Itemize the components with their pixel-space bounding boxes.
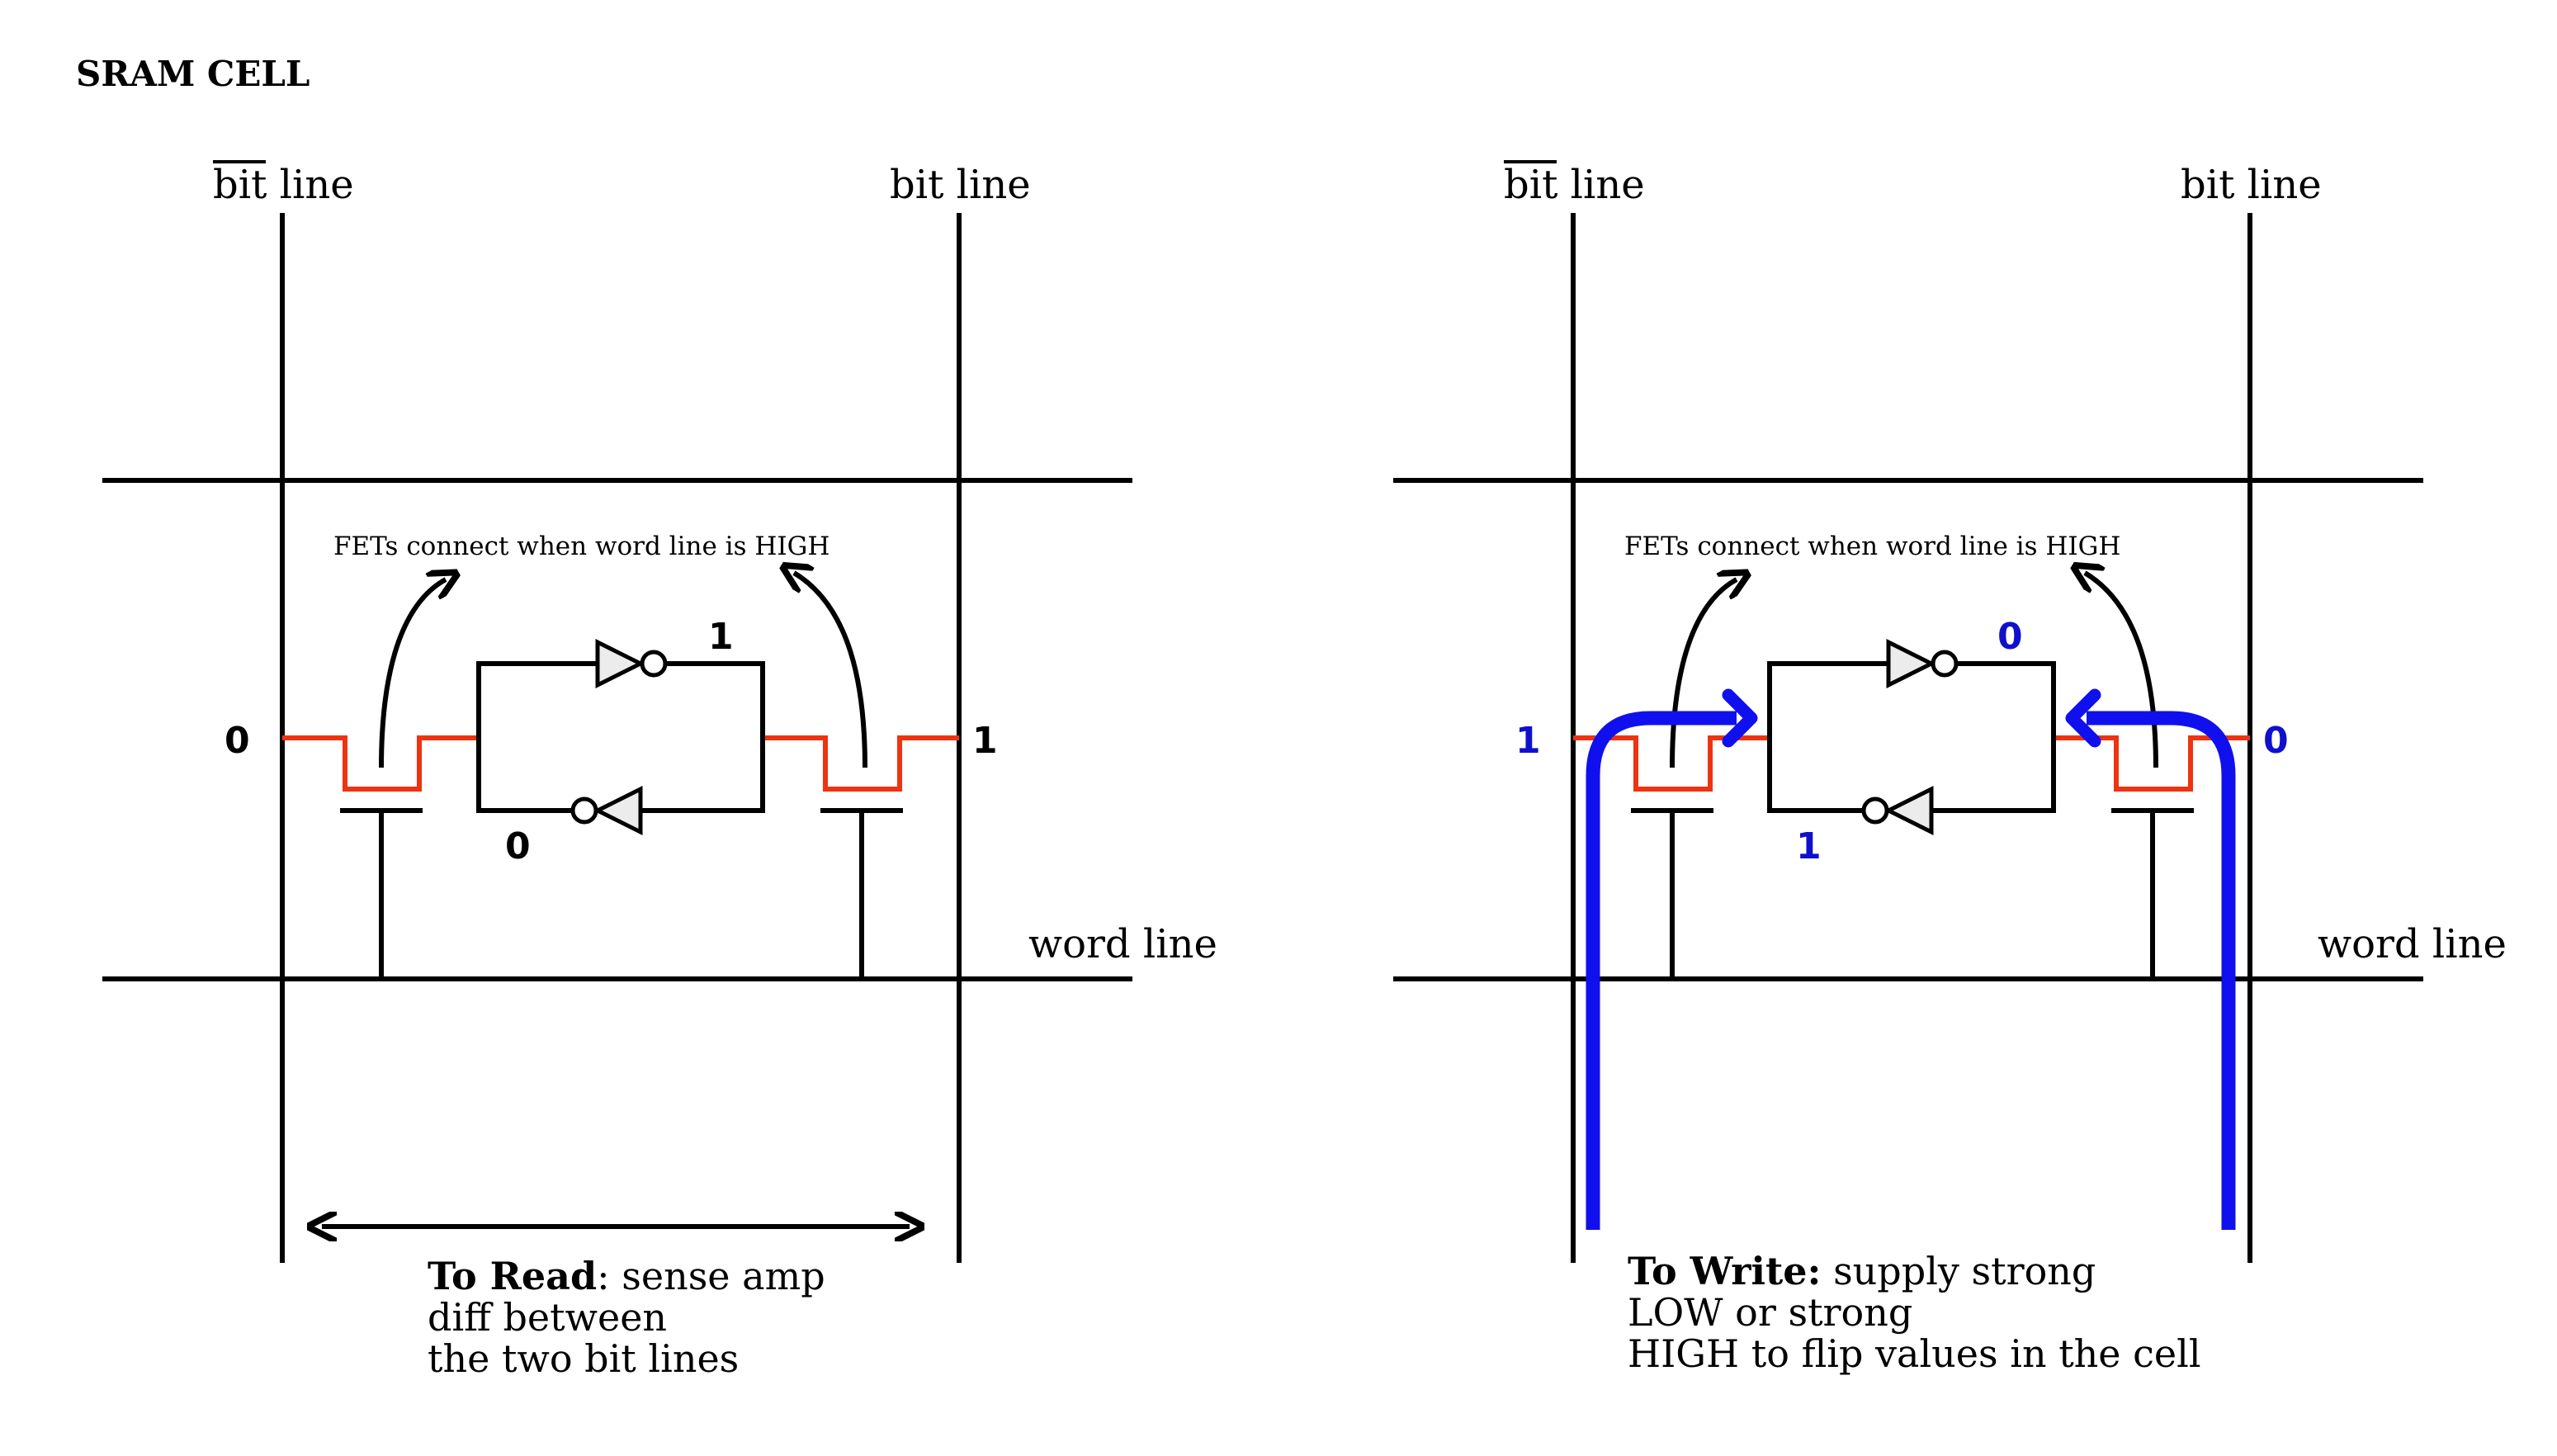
diagram-title: SRAM CELL [76, 54, 310, 94]
value-bit-side: 1 [972, 720, 998, 762]
write-path-left [1586, 711, 1737, 1230]
read-caption: To Read: sense amp [428, 1254, 825, 1298]
bitbar-line-label: bit line [213, 162, 354, 208]
fet-channel-right [763, 735, 959, 792]
fet-channel-left [1573, 735, 1770, 792]
bit-line-label: bit line [890, 162, 1031, 208]
write-caption-line2: LOW or strong [1628, 1290, 1912, 1335]
word-line-label: word line [1028, 921, 1217, 967]
inverter-loop [1767, 661, 2056, 813]
bitbar-word: bit [1504, 162, 1557, 208]
fet-note: FETs connect when word line is HIGH [1624, 532, 2120, 561]
write-path-right [2087, 711, 2236, 1230]
write-caption: To Write: supply strong [1628, 1249, 2096, 1293]
bitbar-rest: line [1557, 162, 1644, 208]
read-caption-line3: the two bit lines [428, 1336, 739, 1381]
write-caption-bold: To Write: [1628, 1249, 1821, 1293]
bitbar-line-label: bit line [1504, 162, 1645, 208]
write-arrowhead-left [1722, 688, 1758, 748]
bitbar-rest: line [267, 162, 353, 208]
value-bitbar-side: 1 [1515, 720, 1541, 762]
fet-channel-right [2054, 735, 2250, 792]
fet-arrow-right [794, 573, 867, 768]
value-bottom-inverter: 1 [1796, 825, 1822, 867]
read-caption-line2: diff between [428, 1295, 667, 1340]
inverter-bottom [1861, 785, 1934, 836]
value-top-inverter: 0 [1997, 616, 2023, 658]
inverter-top [1886, 638, 1959, 689]
value-bitbar-side: 0 [225, 720, 250, 762]
read-caption-rest: : sense amp [597, 1254, 825, 1298]
read-caption-bold: To Read [428, 1254, 597, 1298]
value-top-inverter: 1 [708, 616, 734, 658]
inverter-loop [476, 661, 765, 813]
read-panel: bit line bit line word line FETs connect… [102, 160, 1217, 1381]
write-caption-rest: supply strong [1821, 1249, 2096, 1293]
inverter-bottom [570, 785, 643, 836]
bitbar-word: bit [213, 162, 267, 208]
value-bit-side: 0 [2263, 720, 2289, 762]
inverter-top [595, 638, 668, 689]
write-caption-line3: HIGH to flip values in the cell [1628, 1331, 2201, 1376]
fet-arrow-left [1670, 579, 1737, 768]
bit-line-label: bit line [2181, 162, 2322, 208]
write-arrowhead-right [2065, 688, 2101, 748]
fet-arrow-right [2085, 573, 2158, 768]
fet-channel-left [282, 735, 479, 792]
word-line-label: word line [2318, 921, 2507, 967]
fet-arrow-left [379, 579, 446, 768]
fet-note: FETs connect when word line is HIGH [333, 532, 829, 561]
write-panel: bit line bit line word line FETs connect… [1393, 160, 2507, 1376]
value-bottom-inverter: 0 [505, 825, 531, 867]
